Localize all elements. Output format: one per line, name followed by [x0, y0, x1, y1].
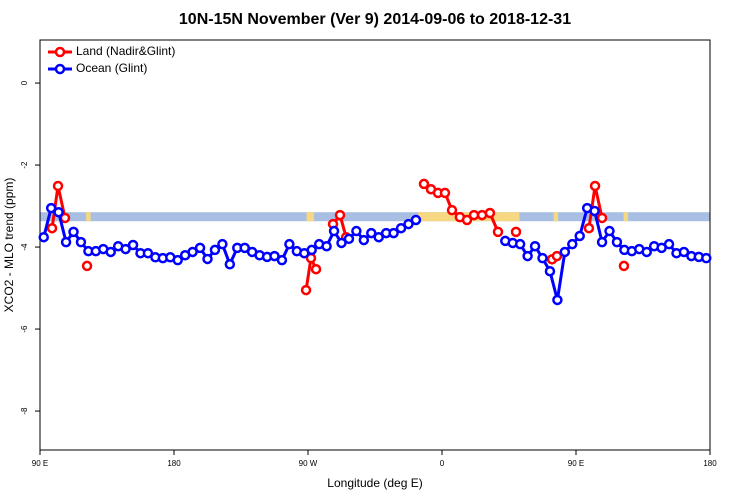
band-highlight	[306, 212, 314, 222]
legend-label: Land (Nadir&Glint)	[76, 44, 175, 58]
plot-frame	[39, 39, 711, 451]
series-point	[589, 180, 601, 192]
series-point	[388, 227, 399, 239]
band-highlight	[86, 212, 91, 222]
series-point	[60, 236, 72, 248]
series-point	[224, 259, 236, 270]
series-point	[551, 250, 563, 262]
series-point	[187, 246, 198, 258]
series-point	[641, 246, 652, 258]
series-point	[492, 226, 504, 238]
series-point	[239, 242, 250, 254]
band-highlight	[553, 212, 559, 222]
series-point	[618, 260, 630, 272]
series-point	[589, 205, 600, 217]
y-tick-label: -6	[20, 325, 29, 333]
series-point	[53, 206, 64, 218]
series-point	[351, 225, 362, 237]
series-point	[510, 226, 522, 238]
series-point	[120, 243, 131, 255]
series-point	[373, 231, 384, 243]
legend-label: Ocean (Glint)	[76, 61, 147, 75]
series-point	[418, 178, 430, 190]
series-point	[583, 222, 595, 234]
series-point	[559, 246, 571, 258]
x-tick-label: 90 W	[299, 459, 318, 468]
legend-marker	[54, 63, 66, 75]
series-point	[68, 226, 79, 238]
series-point	[395, 222, 407, 234]
series-point	[46, 222, 58, 234]
series-point	[537, 252, 548, 264]
series-point	[522, 250, 533, 262]
series-point	[701, 252, 712, 264]
series-point	[410, 214, 422, 226]
series-point	[343, 233, 355, 245]
series-point	[172, 254, 183, 266]
series-point	[678, 246, 690, 258]
y-tick-label: -4	[20, 243, 29, 251]
series-line	[504, 206, 707, 301]
series-point	[306, 244, 317, 256]
series-point	[403, 218, 414, 230]
legend-marker	[54, 46, 66, 58]
series-point	[38, 231, 49, 243]
series-point	[596, 236, 608, 248]
series-point	[81, 260, 93, 272]
series-point	[321, 240, 332, 252]
x-tick-label: 180	[167, 459, 181, 468]
series-point	[663, 238, 675, 250]
y-tick-label: 0	[20, 80, 29, 85]
series-point	[127, 239, 139, 251]
series-point	[574, 230, 585, 242]
series-point	[45, 202, 57, 214]
chart-title: 10N-15N November (Ver 9) 2014-09-06 to 2…	[179, 11, 571, 28]
y-tick-label: -2	[20, 161, 29, 169]
series-point	[334, 209, 346, 221]
series-point	[596, 212, 608, 224]
band	[40, 212, 710, 222]
series-point	[544, 265, 556, 277]
series-point	[336, 237, 347, 249]
series-point	[529, 240, 541, 252]
x-tick-label: 90 E	[568, 459, 584, 468]
series-point	[358, 234, 370, 246]
series-point	[567, 238, 578, 250]
x-tick-label: 180	[703, 459, 717, 468]
series-point	[75, 236, 87, 248]
series-point	[194, 242, 206, 254]
series-point	[276, 254, 288, 266]
y-tick-label: -8	[20, 407, 29, 415]
series-point	[461, 214, 473, 226]
y-axis-label: XCO2 - MLO trend (ppm)	[2, 178, 16, 313]
series-point	[446, 204, 458, 216]
series-point	[105, 246, 116, 258]
series-point	[366, 227, 377, 239]
x-tick-label: 90 E	[32, 459, 48, 468]
series-point	[514, 238, 526, 250]
series-point	[202, 253, 213, 265]
series-point	[328, 225, 340, 237]
x-axis-label: Longitude (deg E)	[327, 476, 422, 490]
series-point	[284, 238, 295, 250]
series-point	[269, 250, 280, 262]
series-point	[611, 236, 623, 248]
series-point	[209, 244, 221, 256]
series-point	[217, 238, 228, 250]
series-point	[52, 180, 64, 192]
series-point	[604, 225, 615, 237]
series-point	[552, 294, 563, 306]
series-point	[142, 247, 154, 259]
series-point	[439, 187, 451, 199]
band-highlight	[623, 212, 629, 222]
series-point	[300, 284, 312, 296]
x-tick-label: 0	[440, 459, 445, 468]
series-point	[484, 207, 496, 219]
series-point	[310, 263, 322, 275]
